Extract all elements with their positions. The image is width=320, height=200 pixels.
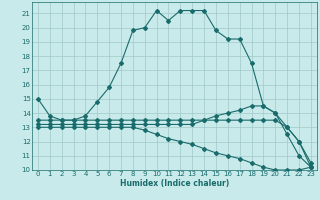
X-axis label: Humidex (Indice chaleur): Humidex (Indice chaleur) — [120, 179, 229, 188]
